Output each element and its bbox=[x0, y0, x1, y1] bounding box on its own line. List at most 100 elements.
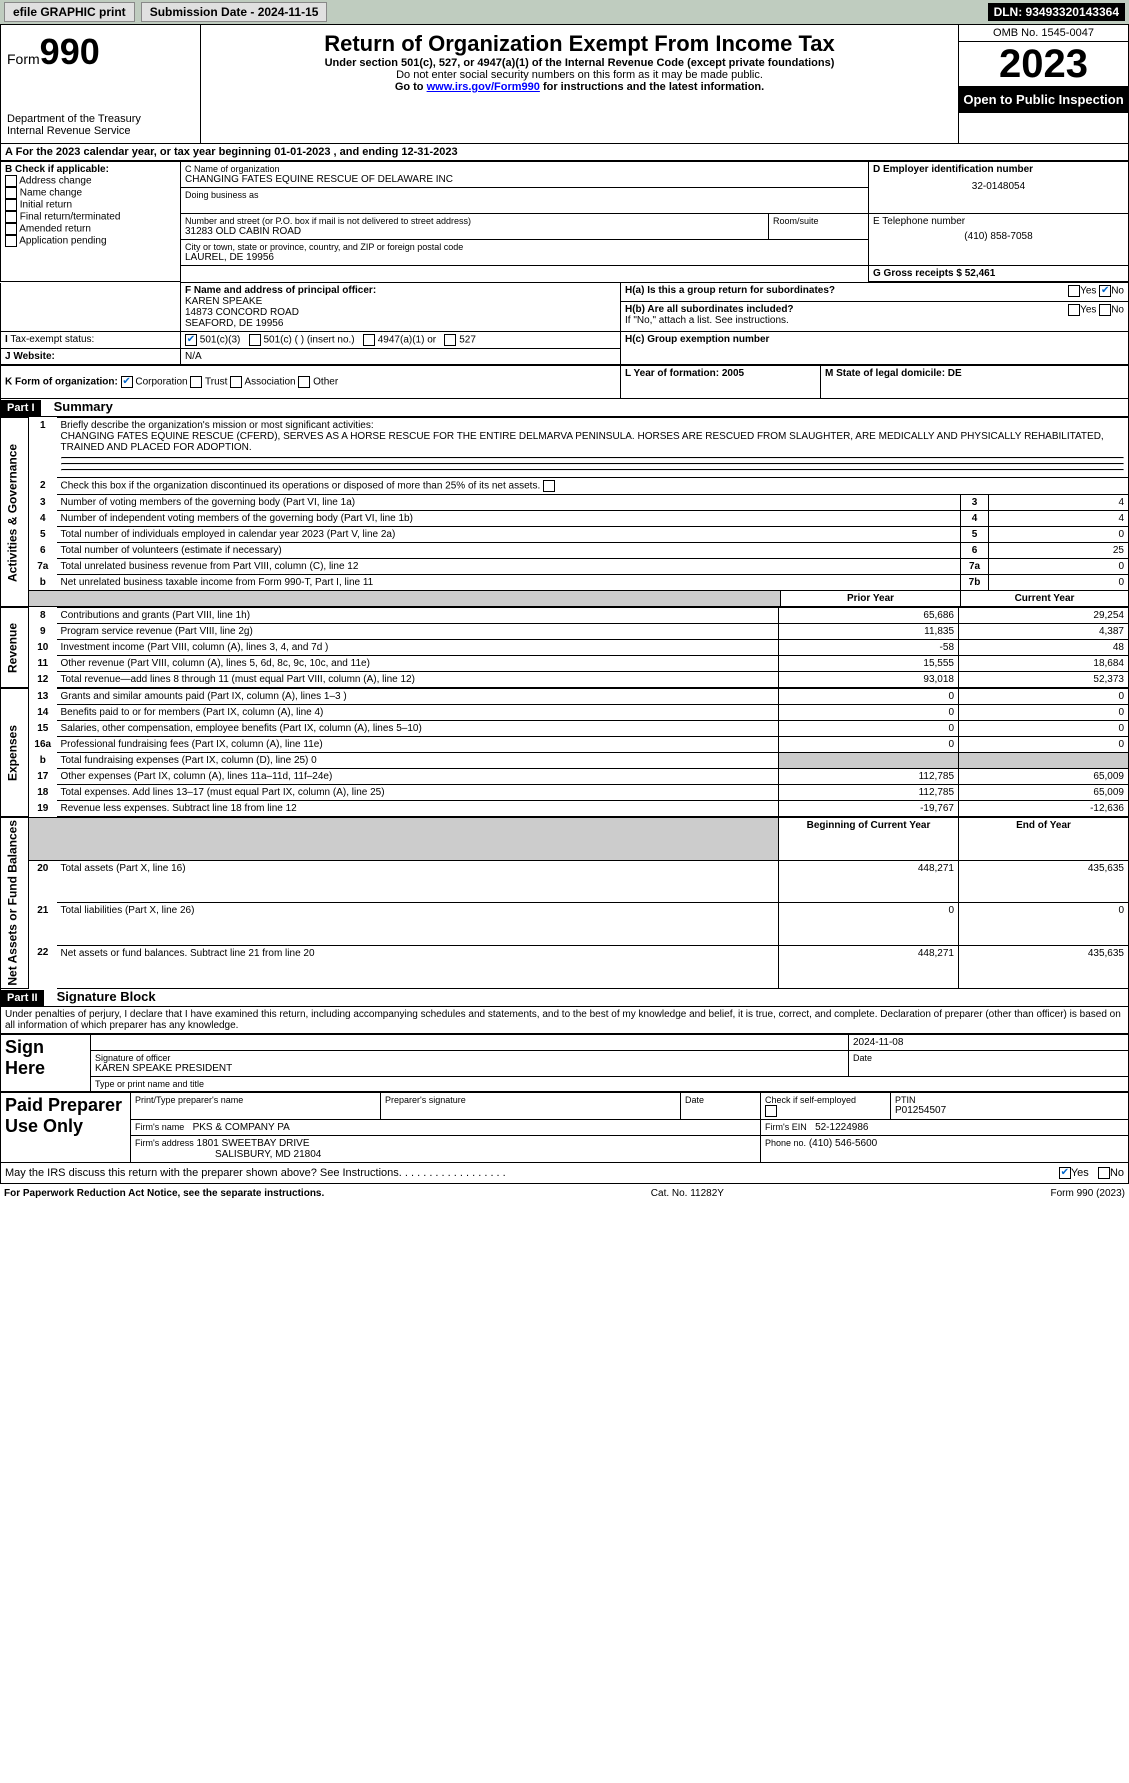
paid-preparer-block: Paid Preparer Use Only Print/Type prepar… bbox=[0, 1092, 1129, 1163]
chk-4947[interactable] bbox=[363, 334, 375, 346]
line18-cy: 65,009 bbox=[959, 785, 1129, 801]
firm-name: PKS & COMPANY PA bbox=[193, 1122, 290, 1133]
line20-b: 448,271 bbox=[779, 860, 959, 903]
form-subtitle-1: Under section 501(c), 527, or 4947(a)(1)… bbox=[207, 57, 952, 69]
line16a-text: Professional fundraising fees (Part IX, … bbox=[57, 737, 779, 753]
line16b-text: Total fundraising expenses (Part IX, col… bbox=[57, 753, 779, 769]
sig-date-label: Date bbox=[853, 1053, 1124, 1063]
begin-year-hdr: Beginning of Current Year bbox=[779, 818, 959, 861]
hb-no: No bbox=[1111, 305, 1124, 316]
line17-cy: 65,009 bbox=[959, 769, 1129, 785]
line12-cy: 52,373 bbox=[959, 672, 1129, 688]
open-public-badge: Open to Public Inspection bbox=[959, 86, 1128, 113]
line15-text: Salaries, other compensation, employee b… bbox=[57, 721, 779, 737]
opt-501c: 501(c) ( ) (insert no.) bbox=[263, 335, 354, 346]
ptin-value: P01254507 bbox=[895, 1105, 1124, 1116]
irs-link[interactable]: www.irs.gov/Form990 bbox=[427, 81, 540, 93]
line2-text: Check this box if the organization disco… bbox=[61, 481, 541, 492]
chk-amended-return[interactable] bbox=[5, 223, 17, 235]
f-officer-label: F Name and address of principal officer: bbox=[185, 285, 616, 296]
line9-cy: 4,387 bbox=[959, 624, 1129, 640]
line17-py: 112,785 bbox=[779, 769, 959, 785]
chk-ha-no[interactable] bbox=[1099, 285, 1111, 297]
chk-initial-return[interactable] bbox=[5, 199, 17, 211]
firm-city: SALISBURY, MD 21804 bbox=[135, 1149, 321, 1160]
city-label: City or town, state or province, country… bbox=[185, 242, 864, 252]
m-state-domicile: M State of legal domicile: DE bbox=[825, 368, 962, 379]
firm-ein-label: Firm's EIN bbox=[765, 1122, 807, 1132]
firm-phone-label: Phone no. bbox=[765, 1138, 806, 1148]
side-ag: Activities & Governance bbox=[1, 418, 29, 607]
chk-name-change[interactable] bbox=[5, 187, 17, 199]
prior-year-hdr: Prior Year bbox=[781, 591, 961, 607]
sig-officer-label: Signature of officer bbox=[95, 1053, 844, 1063]
chk-discuss-yes[interactable] bbox=[1059, 1167, 1071, 1179]
opt-501c3: 501(c)(3) bbox=[200, 335, 241, 346]
l-year-formation: L Year of formation: 2005 bbox=[625, 368, 744, 379]
opt-final-return: Final return/terminated bbox=[20, 212, 121, 223]
line18-text: Total expenses. Add lines 13–17 (must eq… bbox=[57, 785, 779, 801]
line19-cy: -12,636 bbox=[959, 801, 1129, 817]
ha-no: No bbox=[1111, 286, 1124, 297]
line3-box: 3 bbox=[961, 495, 989, 511]
chk-corp[interactable] bbox=[121, 376, 133, 388]
chk-501c3[interactable] bbox=[185, 334, 197, 346]
chk-501c[interactable] bbox=[249, 334, 261, 346]
efile-print-button[interactable]: efile GRAPHIC print bbox=[4, 2, 135, 22]
chk-self-employed[interactable] bbox=[765, 1105, 777, 1117]
line16b-py bbox=[779, 753, 959, 769]
top-bar: efile GRAPHIC print Submission Date - 20… bbox=[0, 0, 1129, 24]
opt-corp: Corporation bbox=[135, 377, 187, 388]
dept-treasury: Department of the Treasury bbox=[7, 113, 194, 125]
side-exp: Expenses bbox=[1, 689, 29, 817]
chk-discuss-no[interactable] bbox=[1098, 1167, 1110, 1179]
k-label: K Form of organization: bbox=[5, 377, 118, 388]
chk-discontinued[interactable] bbox=[543, 480, 555, 492]
chk-other[interactable] bbox=[298, 376, 310, 388]
hb-note: If "No," attach a list. See instructions… bbox=[625, 315, 1124, 326]
sig-date-val: 2024-11-08 bbox=[853, 1037, 1124, 1048]
officer-status-block: F Name and address of principal officer:… bbox=[0, 282, 1129, 365]
firm-phone: (410) 546-5600 bbox=[809, 1138, 877, 1149]
hb-yes: Yes bbox=[1080, 305, 1096, 316]
officer-name: KAREN SPEAKE bbox=[185, 296, 616, 307]
org-form-block: K Form of organization: Corporation Trus… bbox=[0, 365, 1129, 399]
line6-val: 25 bbox=[989, 543, 1129, 559]
c-name-label: C Name of organization bbox=[185, 164, 864, 174]
period-text: For the 2023 calendar year, or tax year … bbox=[16, 146, 458, 158]
ha-yes: Yes bbox=[1080, 286, 1096, 297]
firm-name-label: Firm's name bbox=[135, 1122, 184, 1132]
chk-trust[interactable] bbox=[190, 376, 202, 388]
chk-final-return[interactable] bbox=[5, 211, 17, 223]
line16b-cy bbox=[959, 753, 1129, 769]
line1-label: Briefly describe the organization's miss… bbox=[61, 420, 374, 431]
dln-label: DLN: 93493320143364 bbox=[988, 3, 1125, 21]
line13-cy: 0 bbox=[959, 689, 1129, 705]
website-value: N/A bbox=[181, 349, 621, 365]
page-footer: For Paperwork Reduction Act Notice, see … bbox=[0, 1184, 1129, 1203]
opt-4947: 4947(a)(1) or bbox=[378, 335, 436, 346]
line18-py: 112,785 bbox=[779, 785, 959, 801]
line22-b: 448,271 bbox=[779, 945, 959, 988]
chk-assoc[interactable] bbox=[230, 376, 242, 388]
officer-addr2: SEAFORD, DE 19956 bbox=[185, 318, 616, 329]
chk-app-pending[interactable] bbox=[5, 235, 17, 247]
line21-text: Total liabilities (Part X, line 26) bbox=[57, 903, 779, 946]
goto-suffix: for instructions and the latest informat… bbox=[540, 81, 764, 93]
opt-app-pending: Application pending bbox=[19, 236, 106, 247]
line14-py: 0 bbox=[779, 705, 959, 721]
street-address: 31283 OLD CABIN ROAD bbox=[185, 226, 764, 237]
form-header: Form990 Department of the Treasury Inter… bbox=[0, 24, 1129, 144]
line8-text: Contributions and grants (Part VIII, lin… bbox=[57, 608, 779, 624]
line5-text: Total number of individuals employed in … bbox=[57, 527, 961, 543]
chk-hb-yes[interactable] bbox=[1068, 304, 1080, 316]
line4-box: 4 bbox=[961, 511, 989, 527]
discuss-yes: Yes bbox=[1071, 1167, 1089, 1179]
hb-label: H(b) Are all subordinates included? bbox=[625, 304, 794, 315]
chk-hb-no[interactable] bbox=[1099, 304, 1111, 316]
chk-address-change[interactable] bbox=[5, 175, 17, 187]
line5-box: 5 bbox=[961, 527, 989, 543]
chk-527[interactable] bbox=[444, 334, 456, 346]
chk-ha-yes[interactable] bbox=[1068, 285, 1080, 297]
line4-text: Number of independent voting members of … bbox=[57, 511, 961, 527]
